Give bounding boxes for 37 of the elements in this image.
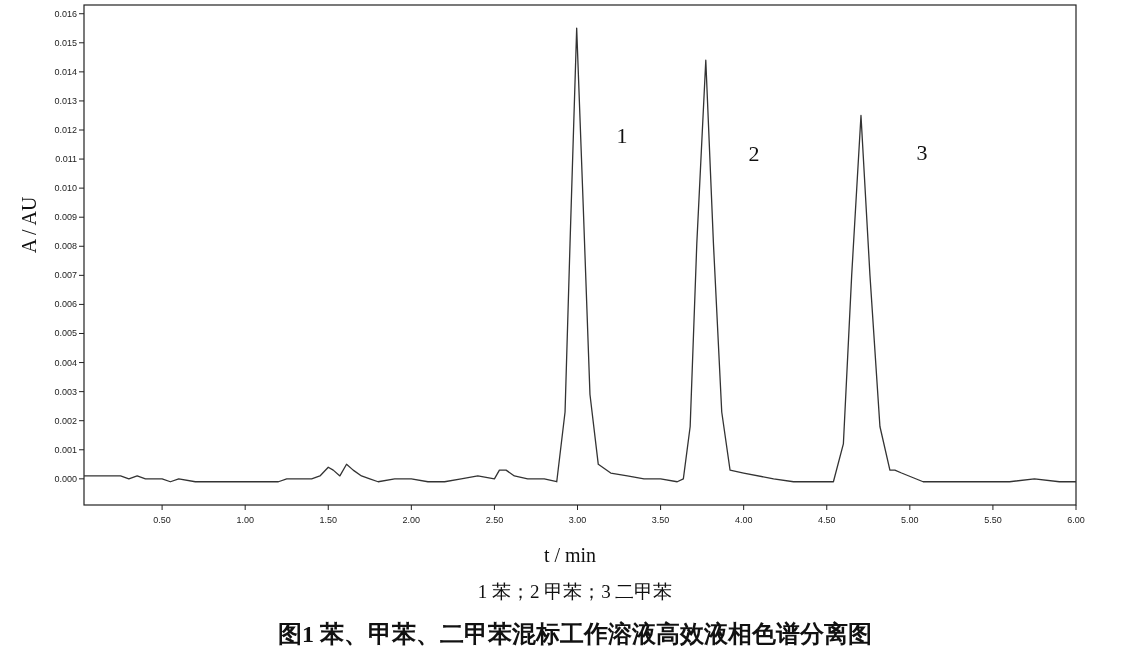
y-tick-label: 0.012 xyxy=(54,125,77,135)
line-series xyxy=(83,27,1077,483)
x-tick-label: 4.50 xyxy=(817,515,836,525)
annotation: 2 xyxy=(748,141,760,166)
x-tick-label: 3.50 xyxy=(651,515,670,525)
x-axis-title: t / min xyxy=(543,544,597,566)
y-tick-label: 0.002 xyxy=(54,415,77,426)
annotation: 1 xyxy=(616,123,628,148)
x-tick-label: 3.00 xyxy=(568,515,587,525)
x-tick-label: 2.00 xyxy=(402,515,421,525)
x-tick-label: 6.00 xyxy=(1067,515,1085,525)
x-tick-label: 0.50 xyxy=(153,515,171,525)
y-tick-label: 0.003 xyxy=(54,386,77,397)
x-tick-label: 1.00 xyxy=(236,515,254,525)
x-tick-label: 5.50 xyxy=(984,515,1002,525)
y-tick-label: 0.007 xyxy=(54,270,77,281)
y-tick-label: 0.011 xyxy=(55,154,77,165)
x-tick-label: 1.50 xyxy=(319,515,338,525)
x-tick-label: 2.50 xyxy=(485,515,504,525)
y-tick-label: 0.006 xyxy=(54,299,77,310)
y-tick-label: 0.010 xyxy=(54,183,77,194)
annotation: 3 xyxy=(916,140,928,165)
y-axis-title: A / AU xyxy=(18,196,40,254)
y-tick-label: 0.015 xyxy=(54,37,77,48)
y-tick-label: 0.008 xyxy=(54,241,77,252)
y-tick-label: 0.009 xyxy=(54,212,77,223)
y-tick-label: 0.001 xyxy=(54,444,77,455)
x-tick-label: 4.00 xyxy=(734,515,753,525)
text: 1 苯；2 甲苯；3 二甲苯 xyxy=(477,581,673,602)
text: 图1 苯、甲苯、二甲苯混标工作溶液高效液相色谱分离图 xyxy=(278,620,872,647)
y-tick-label: 0.000 xyxy=(54,473,77,484)
y-tick-label: 0.004 xyxy=(54,357,77,368)
y-tick-label: 0.005 xyxy=(54,328,77,339)
y-tick-label: 0.013 xyxy=(54,95,77,106)
y-tick-label: 0.016 xyxy=(54,8,77,19)
y-tick-label: 0.014 xyxy=(54,66,77,77)
x-tick-label: 5.00 xyxy=(901,515,919,525)
